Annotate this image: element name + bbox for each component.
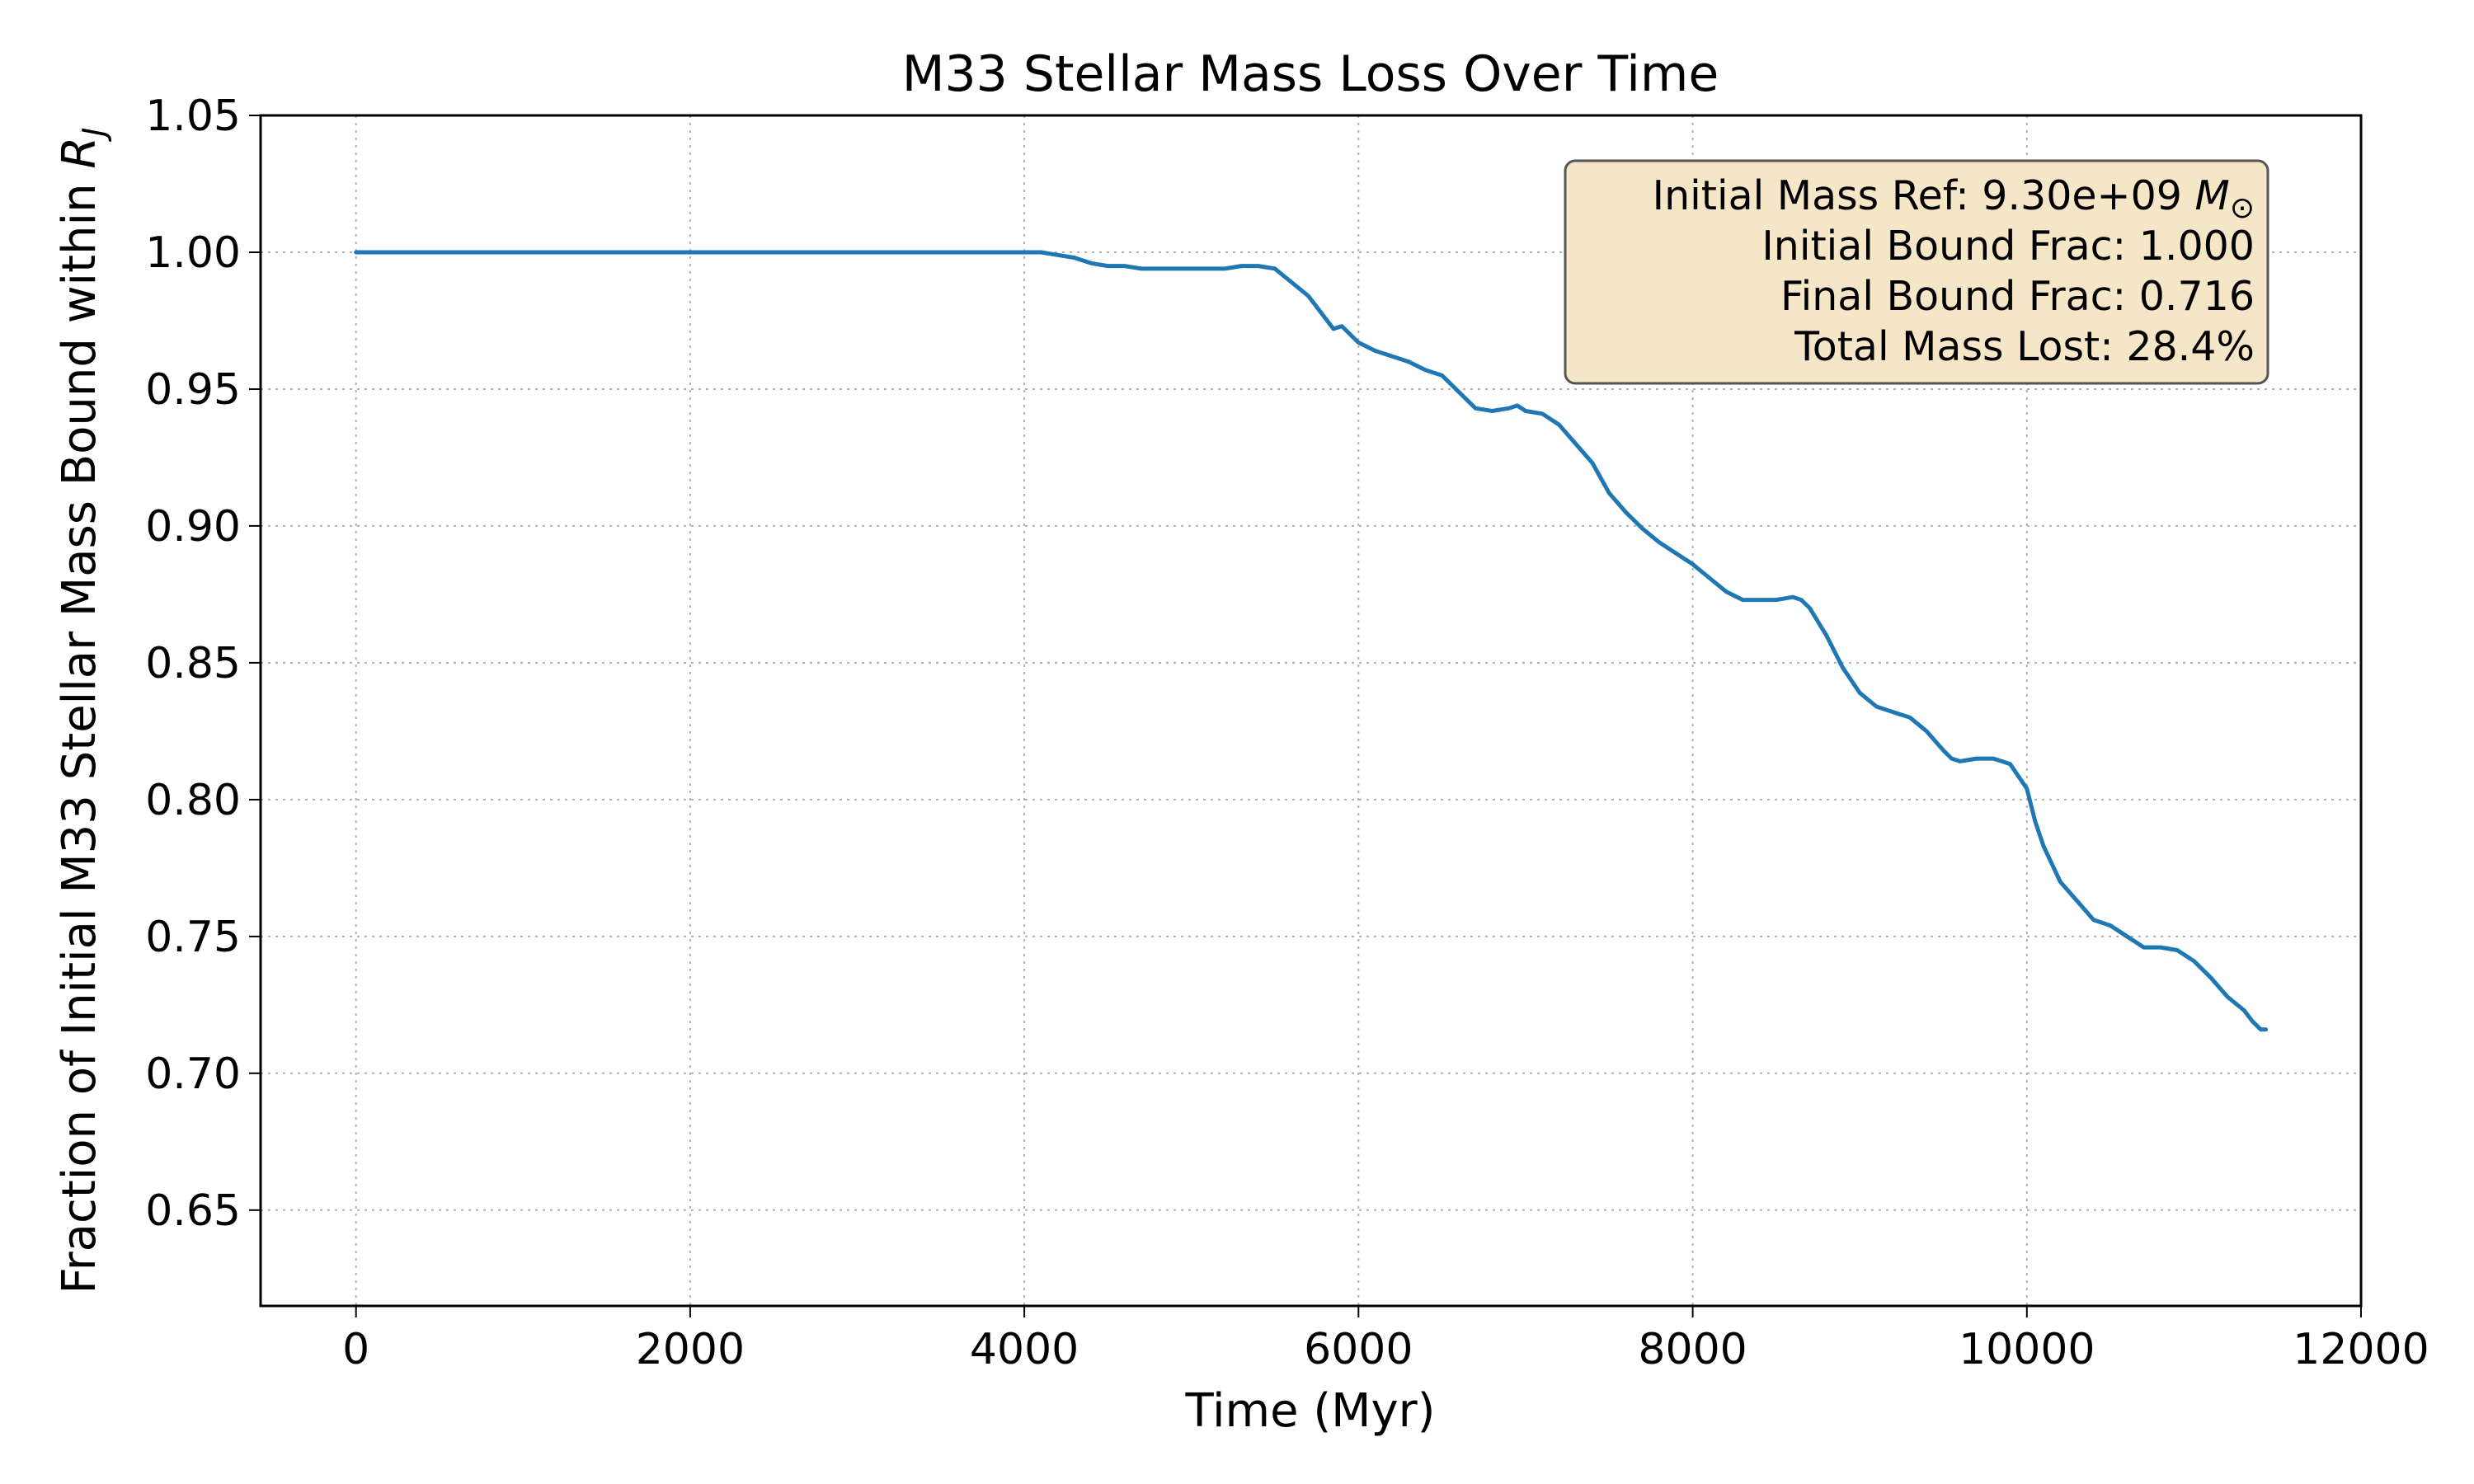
y-tick-label: 0.90: [145, 502, 241, 552]
info-box-background: [1564, 159, 2269, 385]
x-tick-label: 0: [342, 1325, 369, 1374]
x-tick-label: 4000: [970, 1325, 1079, 1374]
x-tick-label: 12000: [2293, 1325, 2429, 1374]
info-initial-mass-ref: Initial Mass Ref: 9.30e+09 M⊙: [1653, 172, 2255, 225]
y-tick-label: 1.00: [145, 228, 241, 278]
y-tick-label: 0.85: [145, 639, 241, 688]
info-final-bound-frac: Final Bound Frac: 0.716: [1780, 273, 2255, 320]
y-tick-label: 0.95: [145, 365, 241, 415]
info-initial-mass-ref-text: Initial Mass Ref: 9.30e+09: [1653, 172, 2195, 219]
info-initial-mass-ref-symbol: M: [2195, 172, 2230, 219]
plot-frame: [259, 114, 2363, 1308]
y-axis-title-text: Fraction of Initial M33 Stellar Mass Bou…: [53, 169, 106, 1294]
y-tick-label: 1.05: [145, 92, 241, 141]
ticks: 0 2000 4000 6000 8000 10000 12000 0.65 0.70 0.75 0…: [145, 92, 2429, 1374]
y-axis-title: Fraction of Initial M33 Stellar Mass Bou…: [53, 127, 112, 1294]
y-tick-label: 0.80: [145, 776, 241, 825]
info-initial-mass-ref-subscript: ⊙: [2230, 191, 2255, 225]
y-axis-title-symbol: R: [53, 137, 106, 169]
y-tick-label: 0.65: [145, 1186, 241, 1236]
x-tick-label: 2000: [636, 1325, 745, 1374]
x-tick-label: 6000: [1304, 1325, 1413, 1374]
y-tick-label: 0.75: [145, 913, 241, 962]
x-tick-label: 10000: [1959, 1325, 2095, 1374]
info-total-mass-lost: Total Mass Lost: 28.4%: [1794, 323, 2255, 370]
y-tick-label: 0.70: [145, 1050, 241, 1099]
info-box: Initial Mass Ref: 9.30e+09 M⊙ Initial Bo…: [1564, 159, 2269, 385]
series-line: [354, 250, 2268, 1032]
x-tick-label: 8000: [1638, 1325, 1747, 1374]
chart-title: M33 Stellar Mass Loss Over Time: [902, 45, 1719, 103]
info-initial-bound-frac: Initial Bound Frac: 1.000: [1761, 223, 2255, 270]
x-axis-title: Time (Myr): [1184, 1384, 1435, 1438]
series-layer: [354, 250, 2268, 1032]
